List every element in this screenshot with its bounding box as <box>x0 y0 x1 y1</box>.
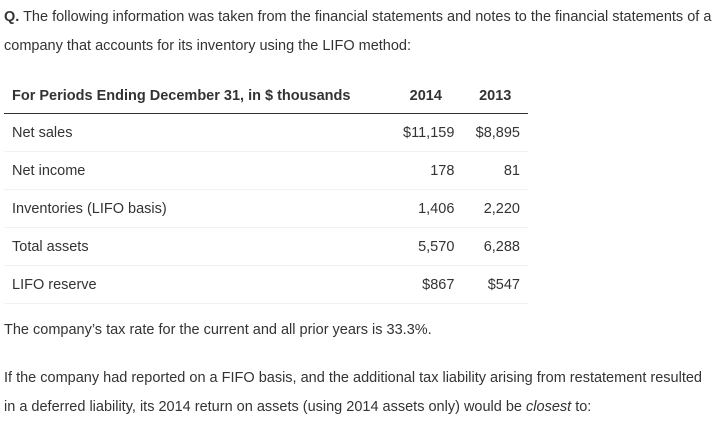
value-cell: $547 <box>462 265 528 304</box>
value-cell: $8,895 <box>462 113 528 152</box>
row-label: Total assets <box>4 227 390 266</box>
question: Q. The following information was taken f… <box>4 3 716 61</box>
value-cell: 178 <box>389 151 463 190</box>
header-row: For Periods Ending December 31, in $ tho… <box>4 78 528 114</box>
table-row: Inventories (LIFO basis) 1,406 2,220 <box>4 189 528 228</box>
row-label: LIFO reserve <box>4 265 390 304</box>
table-row: Net income 178 81 <box>4 151 528 190</box>
value-cell: $11,159 <box>389 113 463 152</box>
value-cell: 2,220 <box>462 189 528 228</box>
note: The company’s tax rate for the current a… <box>4 322 432 338</box>
row-label: Inventories (LIFO basis) <box>4 189 390 228</box>
value-cell: $867 <box>389 265 463 304</box>
prompt-emphasis: closest <box>526 399 572 415</box>
table-row: Net sales $11,159 $8,895 <box>4 113 528 152</box>
row-label: Net sales <box>4 113 390 152</box>
value-cell: 5,570 <box>389 227 463 266</box>
table-row: Total assets 5,570 6,288 <box>4 227 528 266</box>
table-body: Net sales $11,159 $8,895 Net income 178 81 Inv… <box>4 113 528 304</box>
header-cell: 2014 <box>389 78 463 114</box>
prompt-text: If the company had reported on a FIFO ba… <box>4 370 702 415</box>
data-table: For Periods Ending December 31, in $ tho… <box>4 78 528 304</box>
question-text: The following information was taken from… <box>4 9 712 54</box>
row-label: Net income <box>4 151 390 190</box>
prompt-text-end: to: <box>571 399 592 415</box>
value-cell: 1,406 <box>389 189 463 228</box>
question-prefix: Q. <box>4 9 20 25</box>
prompt: If the company had reported on a FIFO ba… <box>4 364 716 422</box>
header-cell: 2013 <box>462 78 528 114</box>
table-row: LIFO reserve $867 $547 <box>4 265 528 304</box>
value-cell: 6,288 <box>462 227 528 266</box>
header-cell: For Periods Ending December 31, in $ tho… <box>4 78 390 114</box>
value-cell: 81 <box>462 151 528 190</box>
